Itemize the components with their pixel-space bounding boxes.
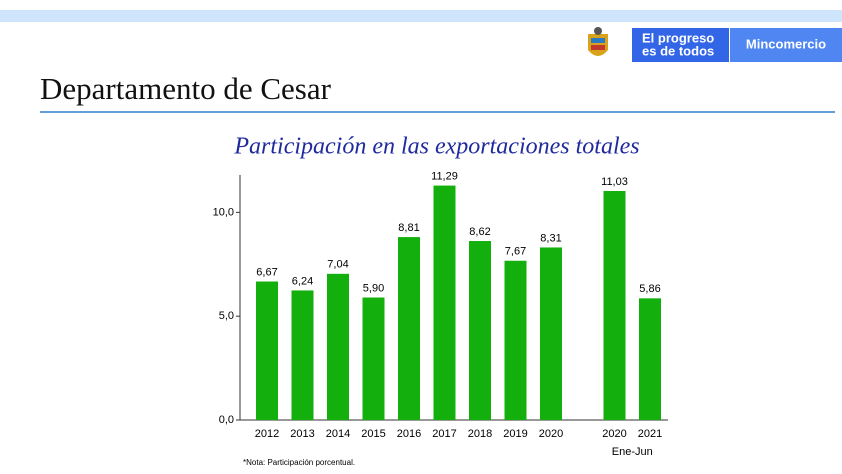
bar — [433, 185, 456, 420]
x-tick-label: 2014 — [326, 428, 350, 440]
x-tick-label: 2016 — [397, 428, 421, 440]
brand-box — [632, 28, 729, 62]
bar — [256, 281, 278, 420]
value-label: 7,67 — [505, 246, 526, 258]
ministry: Mincomercio — [746, 36, 826, 51]
y-tick-label: 0,0 — [219, 414, 234, 426]
ministry-box — [730, 28, 842, 62]
x-tick-label: 2013 — [290, 428, 314, 440]
x-tick-label: 2017 — [432, 428, 456, 440]
value-label: 6,24 — [292, 275, 313, 287]
top-band — [0, 10, 842, 22]
bar — [603, 190, 626, 420]
value-label: 7,04 — [327, 259, 348, 271]
bar — [639, 298, 661, 420]
x-tick-label: 2020 — [602, 428, 626, 440]
bar — [327, 273, 349, 420]
x-tick-label: 2021 — [638, 428, 662, 440]
bar — [362, 297, 385, 420]
value-label: 6,67 — [256, 266, 277, 278]
bar — [469, 241, 491, 420]
x-tick-label: 2015 — [361, 428, 385, 440]
x-tick-label: 2020 — [539, 428, 563, 440]
slide-title: Departamento de Cesar — [40, 71, 332, 106]
y-tick-label: 10,0 — [213, 206, 234, 218]
coat-of-arms — [588, 27, 608, 56]
x-tick-label: 2018 — [468, 428, 492, 440]
bar — [398, 237, 420, 420]
value-label: 8,62 — [469, 226, 490, 238]
brand-line: El progreso — [642, 30, 714, 45]
value-label: 11,03 — [601, 176, 628, 188]
bar — [540, 247, 562, 420]
value-label: 8,81 — [398, 222, 419, 234]
note: *Nota: Participación porcentual. — [243, 458, 355, 467]
x-tick-label: 2012 — [255, 428, 279, 440]
x-tick-label: 2019 — [503, 428, 527, 440]
y-tick-label: 5,0 — [219, 310, 234, 322]
value-label: 5,86 — [639, 283, 660, 295]
value-label: 11,29 — [431, 170, 458, 182]
value-label: 5,90 — [363, 282, 384, 294]
period-label: Ene-Jun — [612, 446, 653, 458]
brand-line: es de todos — [642, 43, 714, 58]
bar — [504, 260, 527, 420]
value-label: 8,31 — [540, 232, 561, 244]
bar — [291, 290, 314, 420]
chart-title: Participación en las exportaciones total… — [233, 134, 639, 160]
